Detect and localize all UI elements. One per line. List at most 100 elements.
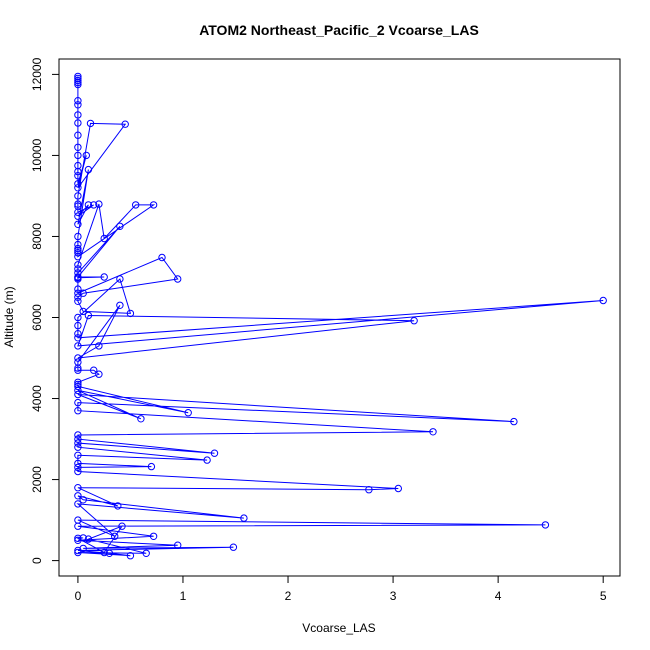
data-point (74, 80, 82, 89)
data-point (100, 273, 108, 281)
data-point (95, 200, 103, 208)
data-point (121, 120, 129, 128)
y-axis: 0 2000 4000 6000 8000 10000 12000 (30, 57, 60, 564)
y-tick-label: 2000 (30, 466, 44, 493)
data-point (84, 201, 93, 209)
data-point (74, 297, 82, 305)
data-point (74, 212, 82, 220)
data-point (429, 428, 437, 436)
data-point (74, 285, 82, 293)
data-point (95, 342, 103, 350)
data-point (240, 514, 248, 522)
data-point (74, 366, 82, 374)
data-point (74, 354, 82, 362)
data-point (132, 201, 140, 209)
x-axis: 0 1 2 3 4 5 (75, 575, 607, 603)
data-point (74, 546, 82, 555)
data-point (74, 435, 82, 443)
data-point (105, 549, 114, 557)
data-point (74, 390, 82, 399)
data-point (90, 366, 98, 374)
data-point (74, 244, 82, 253)
data-point (74, 151, 82, 160)
data-point (74, 289, 82, 297)
y-tick-label: 4000 (30, 385, 44, 412)
data-point (74, 364, 82, 372)
data-point (100, 548, 108, 557)
data-point (84, 311, 93, 320)
data-point (74, 443, 82, 451)
data-point (74, 78, 82, 87)
data-point (74, 76, 82, 85)
data-point (74, 208, 82, 216)
data-point (74, 492, 82, 500)
data-point (111, 532, 119, 540)
data-point (79, 307, 87, 316)
data-point (147, 462, 156, 471)
data-point (79, 289, 87, 297)
data-point (74, 131, 82, 139)
data-point (74, 180, 82, 188)
data-point (149, 201, 158, 209)
data-point (184, 409, 192, 417)
data-point (74, 463, 82, 472)
data-point (365, 486, 373, 494)
data-point (79, 534, 87, 542)
data-point (74, 382, 82, 391)
data-point (116, 301, 124, 309)
data-point (74, 342, 82, 350)
x-tick-label: 2 (285, 589, 292, 603)
data-point (82, 151, 91, 160)
y-tick-label: 10000 (30, 138, 44, 172)
data-point (158, 253, 166, 262)
data-point (74, 386, 82, 395)
data-point (74, 220, 82, 229)
plot-frame (58, 58, 621, 577)
data-point (74, 313, 82, 322)
data-point (74, 330, 82, 338)
data-point (174, 541, 182, 549)
data-point (74, 500, 82, 508)
x-tick-label: 1 (180, 589, 187, 603)
data-point (74, 249, 82, 257)
y-tick-label: 6000 (30, 304, 44, 331)
data-point (74, 184, 82, 192)
data-point (394, 484, 402, 493)
data-point (410, 317, 418, 325)
data-point (74, 232, 82, 241)
data-point (74, 167, 82, 176)
data-point (210, 449, 219, 457)
data-point (74, 451, 82, 459)
data-point (74, 321, 82, 330)
data-point (74, 484, 82, 492)
data-point (100, 234, 108, 243)
data-point (84, 165, 93, 174)
data-point (116, 222, 124, 231)
data-point (74, 459, 82, 468)
data-point (118, 522, 126, 530)
data-point (74, 407, 82, 415)
data-point (74, 439, 82, 447)
data-point (74, 265, 82, 273)
data-point (137, 415, 145, 423)
data-point (74, 378, 82, 386)
data-point (74, 143, 82, 152)
data-point (74, 534, 82, 542)
data-point (74, 431, 82, 439)
data-point (126, 552, 135, 560)
data-point (174, 275, 182, 283)
chart-title: ATOM2 Northeast_Pacific_2 Vcoarse_LAS (199, 22, 479, 38)
data-point (74, 111, 82, 119)
data-point (84, 535, 93, 543)
data-point (74, 192, 82, 200)
data-point (74, 253, 82, 261)
data-point (74, 398, 82, 407)
data-point (79, 496, 87, 504)
data-point (116, 275, 124, 283)
series-line (76, 76, 604, 557)
data-point (86, 119, 95, 128)
data-point (90, 201, 98, 209)
y-tick-label: 0 (30, 557, 44, 564)
data-point (142, 549, 150, 557)
